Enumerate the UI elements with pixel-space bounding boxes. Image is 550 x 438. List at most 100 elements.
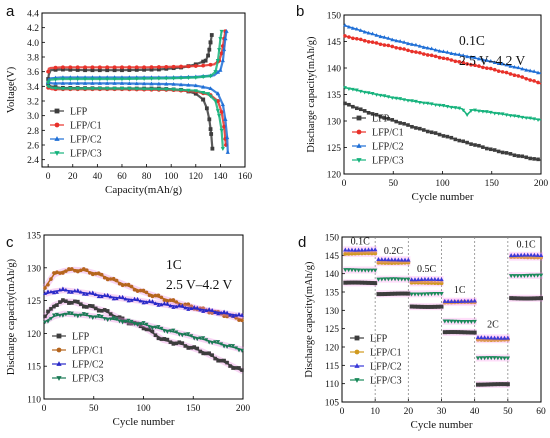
data-point xyxy=(201,97,206,102)
legend-marker xyxy=(56,376,62,381)
data-point xyxy=(117,319,122,324)
data-point xyxy=(217,114,222,118)
data-point xyxy=(532,252,537,257)
data-point xyxy=(153,293,158,298)
data-point xyxy=(485,335,491,340)
data-point xyxy=(177,303,182,307)
data-point xyxy=(150,299,155,303)
data-point xyxy=(343,34,347,38)
data-point xyxy=(186,88,191,93)
data-point xyxy=(416,277,421,282)
data-point xyxy=(97,68,102,73)
y-tick-label: 3.4 xyxy=(27,83,39,93)
data-point xyxy=(150,294,155,299)
data-point xyxy=(496,69,501,73)
data-point xyxy=(358,37,363,42)
data-point xyxy=(519,296,524,301)
data-point xyxy=(389,291,394,296)
data-point xyxy=(60,87,66,91)
data-point xyxy=(237,366,241,370)
data-point xyxy=(372,247,378,252)
data-point xyxy=(83,68,87,73)
data-point xyxy=(488,66,493,71)
data-point xyxy=(419,304,424,309)
data-point xyxy=(120,320,125,325)
panel-label: a xyxy=(6,3,15,20)
y-tick-label: 3.6 xyxy=(27,68,39,78)
data-point xyxy=(465,298,471,303)
data-point xyxy=(216,311,221,316)
y-tick-label: 150 xyxy=(325,234,340,244)
data-point xyxy=(72,288,77,293)
data-point xyxy=(379,292,384,297)
data-point xyxy=(402,47,406,51)
data-point xyxy=(473,143,477,147)
data-point xyxy=(390,96,395,100)
data-point xyxy=(48,289,53,294)
data-point xyxy=(362,29,367,34)
data-point xyxy=(220,102,225,107)
data-point xyxy=(492,111,497,116)
data-point xyxy=(475,382,480,387)
segment-halo xyxy=(509,251,543,259)
data-point xyxy=(366,280,371,285)
data-point xyxy=(362,109,367,113)
x-tick-label: 160 xyxy=(238,172,253,182)
data-point xyxy=(66,311,71,315)
data-point xyxy=(195,305,200,310)
data-point xyxy=(461,60,465,65)
data-point xyxy=(465,54,470,59)
data-point xyxy=(134,87,139,92)
data-point xyxy=(449,105,454,110)
data-point xyxy=(208,62,213,67)
segment-halo xyxy=(409,290,444,298)
data-point xyxy=(213,310,218,314)
data-point xyxy=(201,90,206,95)
data-point xyxy=(441,104,446,108)
data-point xyxy=(528,252,534,257)
data-point xyxy=(198,307,203,312)
legend-marker xyxy=(54,108,60,114)
data-point xyxy=(452,299,457,304)
data-point xyxy=(171,64,176,69)
data-point xyxy=(183,332,188,337)
y-tick-label: 120 xyxy=(325,344,340,354)
data-point xyxy=(156,293,161,298)
data-point xyxy=(469,55,474,59)
data-point xyxy=(120,316,125,321)
data-point xyxy=(207,47,212,52)
x-tick-label: 100 xyxy=(435,179,450,189)
data-point xyxy=(64,299,68,304)
data-point xyxy=(168,340,173,344)
data-point xyxy=(97,77,102,82)
data-point xyxy=(129,319,134,324)
legend-marker xyxy=(54,136,60,141)
data-point xyxy=(117,315,122,319)
data-point xyxy=(111,276,116,281)
data-point xyxy=(228,344,233,348)
data-point xyxy=(84,305,89,309)
x-tick-label: 150 xyxy=(485,179,500,189)
data-point xyxy=(379,277,384,282)
legend: LFP LFP/C1 LFP/C2 LFP/C3 xyxy=(350,334,402,387)
data-point xyxy=(223,117,228,121)
legend-label: LFP xyxy=(372,114,390,125)
data-point xyxy=(168,329,173,333)
data-point xyxy=(473,55,477,60)
data-point xyxy=(208,86,213,91)
data-point xyxy=(406,257,411,262)
data-point xyxy=(492,335,497,340)
data-point xyxy=(433,131,438,135)
x-tick-label: 30 xyxy=(437,407,447,417)
data-point xyxy=(356,268,361,273)
data-point xyxy=(383,292,388,297)
data-point xyxy=(150,326,155,331)
legend: LFP LFP/C1 LFP/C2 LFP/C3 xyxy=(50,107,102,160)
data-point xyxy=(123,282,128,287)
data-point xyxy=(141,288,146,293)
x-tick-label: 200 xyxy=(236,404,251,414)
data-point xyxy=(204,308,209,313)
data-point xyxy=(134,77,139,82)
data-point xyxy=(500,150,505,155)
